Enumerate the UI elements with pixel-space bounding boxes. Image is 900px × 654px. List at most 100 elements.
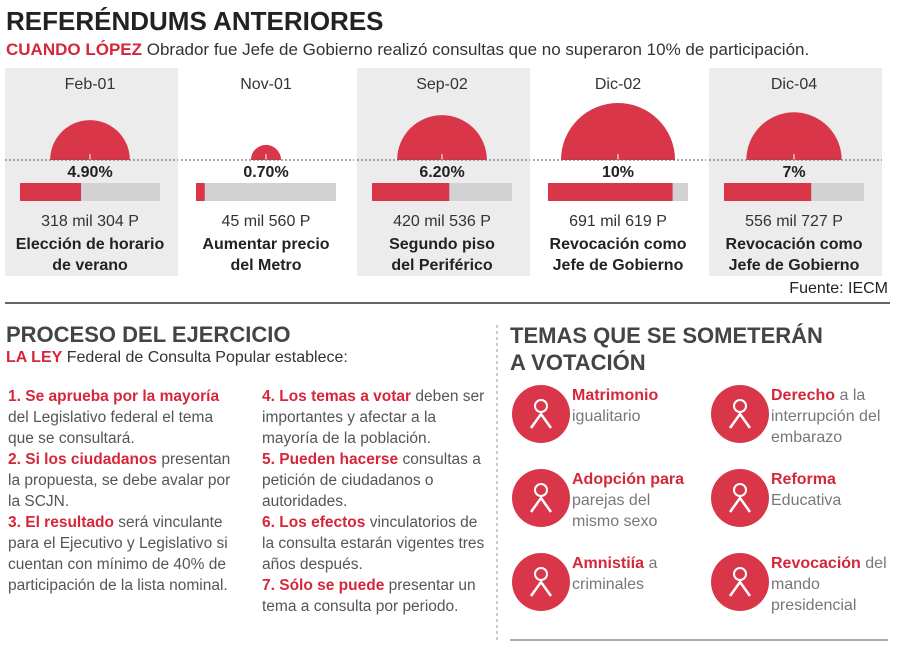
- column-bg: [5, 68, 178, 276]
- item-bold: 3. El resultado: [8, 514, 114, 531]
- topic-bold: Matrimonio: [572, 387, 659, 404]
- topic-text: igualitario: [572, 408, 641, 425]
- process-intro: LA LEY Federal de Consulta Popular estab…: [6, 349, 348, 367]
- semicircle: [746, 112, 842, 160]
- bar: [724, 183, 812, 201]
- topic-bold: Adopción para: [572, 471, 685, 488]
- topic: de verano: [52, 257, 128, 274]
- value-label: 0.70%: [243, 164, 288, 181]
- item-bold: 2. Si los ciudadanos: [8, 451, 158, 468]
- topic-text: del mando presidencial: [771, 555, 887, 614]
- source: Fuente: IECM: [789, 280, 888, 297]
- topic: Segundo piso: [389, 236, 495, 253]
- topic-text: a criminales: [572, 555, 658, 593]
- bar: [372, 183, 450, 201]
- topic-item: Adopción para parejas del mismo sexo: [572, 469, 692, 532]
- icon-glyph: [728, 411, 752, 429]
- subtitle: Obrador fue Jefe de Gobierno realizó con…: [146, 40, 810, 59]
- semicircle: [50, 120, 130, 160]
- semicircle: [561, 103, 675, 160]
- item-text: presentan la propuesta, se debe avalar p…: [8, 451, 231, 510]
- value-label: 6.20%: [419, 164, 464, 181]
- process-item: 4. Los temas a votar deben ser important…: [262, 386, 490, 449]
- icon-glyph: [728, 579, 752, 597]
- item-bold: 1. Se aprueba por la mayoría: [8, 388, 220, 405]
- topic-bold: Amnistiía: [572, 555, 645, 572]
- item-text: consultas a petición de ciudadanos o aut…: [262, 451, 481, 510]
- title-line: A VOTACIÓN: [510, 350, 646, 375]
- item-bold: 4. Los temas a votar: [262, 388, 412, 405]
- title-line: TEMAS QUE SE SOMETERÁN: [510, 323, 823, 348]
- bar: [548, 183, 673, 201]
- column-bg: [709, 68, 882, 276]
- process-item: 6. Los efectos vinculatorios de la consu…: [262, 512, 490, 575]
- votes: 45 mil 560 P: [222, 213, 311, 230]
- votes: 318 mil 304 P: [41, 213, 139, 230]
- topic: Aumentar precio: [202, 236, 329, 253]
- item-bold: 6. Los efectos: [262, 514, 366, 531]
- item-text: presentar un tema a consulta por periodo…: [262, 577, 476, 615]
- item-bold: 5. Pueden hacerse: [262, 451, 399, 468]
- process-item: 1. Se aprueba por la mayoría del Legisla…: [8, 386, 236, 449]
- icon-glyph: [728, 495, 752, 513]
- topic-item: Reforma Educativa: [771, 469, 891, 511]
- bar: [20, 183, 82, 201]
- date: Dic-04: [771, 76, 817, 93]
- value-label: 4.90%: [67, 164, 112, 181]
- intro: Federal de Consulta Popular establece:: [66, 349, 348, 366]
- topic: Jefe de Gobierno: [729, 257, 860, 274]
- topic: Elección de horario: [16, 236, 165, 253]
- topic: Revocación como: [550, 236, 687, 253]
- item-text: deben ser importantes y afectar a la may…: [262, 388, 485, 447]
- lead: CUANDO LÓPEZ: [6, 40, 142, 59]
- title: REFERÉNDUMS ANTERIORES: [6, 6, 384, 36]
- topic: Jefe de Gobierno: [553, 257, 684, 274]
- bar-bg: [196, 183, 336, 201]
- column-bg: [181, 68, 354, 276]
- topic-text: a la interrupción del embarazo: [771, 387, 881, 446]
- topic-bold: Revocación: [771, 555, 861, 572]
- topic-bold: Reforma: [771, 471, 836, 488]
- item-bold: 7. Sólo se puede: [262, 577, 385, 594]
- icon-glyph: [529, 411, 553, 429]
- column-bg: [533, 68, 706, 276]
- votes: 420 mil 536 P: [393, 213, 491, 230]
- topic-text: parejas del mismo sexo: [572, 492, 658, 530]
- process-item: 2. Si los ciudadanos presentan la propue…: [8, 449, 236, 512]
- semicircle: [250, 144, 282, 160]
- value-label: 7%: [782, 164, 805, 181]
- topic-item: Revocación del mando presidencial: [771, 553, 891, 616]
- date: Feb-01: [65, 76, 116, 93]
- subtitle-line: CUANDO LÓPEZ Obrador fue Jefe de Gobiern…: [6, 40, 809, 60]
- topic-item: Derecho a la interrupción del embarazo: [771, 385, 891, 448]
- item-text: vinculatorios de la consulta estarán vig…: [262, 514, 485, 573]
- process-item: 3. El resultado será vinculante para el …: [8, 512, 236, 596]
- topic: Revocación como: [726, 236, 863, 253]
- value-label: 10%: [602, 164, 634, 181]
- process-title: PROCESO DEL EJERCICIO: [6, 322, 291, 347]
- item-text: del Legislativo federal el tema que se c…: [8, 409, 214, 447]
- date: Sep-02: [416, 76, 468, 93]
- icon-glyph: [529, 579, 553, 597]
- date: Dic-02: [595, 76, 641, 93]
- date: Nov-01: [240, 76, 292, 93]
- topic-bold: Derecho: [771, 387, 836, 404]
- process-item: 7. Sólo se puede presentar un tema a con…: [262, 575, 490, 617]
- topics-title: TEMAS QUE SE SOMETERÁN A VOTACIÓN: [510, 322, 823, 376]
- topic-item: Matrimonio igualitario: [572, 385, 692, 427]
- lead: LA LEY: [6, 349, 63, 366]
- topic: del Periférico: [391, 257, 493, 274]
- process-item: 5. Pueden hacerse consultas a petición d…: [262, 449, 490, 512]
- topic-item: Amnistiía a criminales: [572, 553, 692, 595]
- topic: del Metro: [230, 257, 301, 274]
- icon-glyph: [529, 495, 553, 513]
- bar: [196, 183, 205, 201]
- topic-text: Educativa: [771, 492, 842, 509]
- semicircle: [397, 115, 487, 160]
- column-bg: [357, 68, 530, 276]
- votes: 556 mil 727 P: [745, 213, 843, 230]
- votes: 691 mil 619 P: [569, 213, 667, 230]
- item-text: será vinculante para el Ejecutivo y Legi…: [8, 514, 228, 594]
